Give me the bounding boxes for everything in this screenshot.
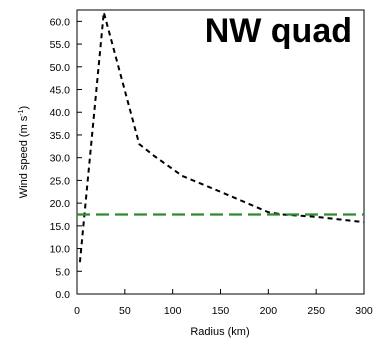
y-tick-label: 0.0 [55, 289, 70, 301]
plot-frame [76, 9, 365, 295]
y-axis-title-sup: -1 [18, 109, 25, 115]
x-tick-label: 300 [355, 305, 373, 317]
x-axis-title: Radius (km) [190, 326, 249, 338]
y-axis-title-main: Wind speed (m s [18, 115, 30, 198]
x-tick-label: 250 [307, 305, 325, 317]
series-layer [77, 12, 365, 263]
y-tick-label: 5.0 [55, 266, 70, 278]
x-tick-label: 100 [164, 305, 182, 317]
y-tick-label: 50.0 [50, 62, 71, 74]
x-tick-label: 150 [212, 305, 230, 317]
x-axis-ticks: 0 50 100 150 200 250 300 [74, 289, 373, 317]
y-axis-title: Wind speed (m s-1) [18, 106, 30, 198]
y-tick-label: 25.0 [50, 175, 71, 187]
y-tick-label: 60.0 [50, 16, 71, 28]
y-tick-label: 20.0 [50, 198, 71, 210]
y-tick-label: 15.0 [50, 221, 71, 233]
x-tick-label: 50 [119, 305, 131, 317]
wind-speed-profile-line [78, 12, 365, 263]
y-tick-label: 10.0 [50, 244, 71, 256]
y-tick-label: 55.0 [50, 39, 71, 51]
y-axis-title-close: ) [18, 106, 30, 110]
x-tick-label: 200 [260, 305, 278, 317]
y-axis-ticks: 0.0 5.0 10.0 15.0 20.0 25.0 30.0 35.0 40.0 45.0 50… [50, 16, 82, 301]
y-tick-label: 30.0 [50, 153, 71, 165]
x-tick-label: 0 [74, 305, 80, 317]
panel-title: NW quad [205, 12, 352, 50]
y-tick-label: 35.0 [50, 130, 71, 142]
y-tick-label: 40.0 [50, 107, 71, 119]
y-tick-label: 45.0 [50, 85, 71, 97]
